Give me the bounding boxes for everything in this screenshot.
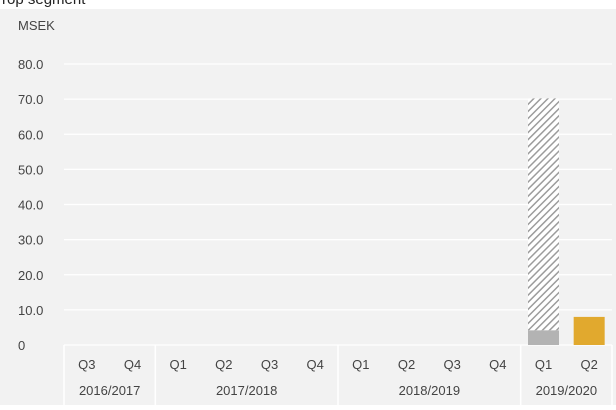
bar — [528, 98, 559, 331]
y-tick-label: 50.0 — [18, 162, 43, 177]
x-tick-label: Q3 — [78, 357, 95, 372]
y-tick-label: 30.0 — [18, 233, 43, 248]
y-tick-label: 0 — [18, 338, 25, 353]
segment-title-fragment: rop segment — [2, 0, 85, 8]
x-tick-label: Q2 — [580, 357, 597, 372]
chart-panel: MSEK 80.0 70.0 60.0 50.0 40.0 30.0 20.0 10.0 0 Q… — [0, 9, 616, 405]
bar-chart: MSEK 80.0 70.0 60.0 50.0 40.0 30.0 20.0 10.0 0 Q… — [18, 18, 613, 405]
top-cut-text: rop segment — [0, 0, 616, 9]
y-axis-ticks: 80.0 70.0 60.0 50.0 40.0 30.0 20.0 10.0 0 — [18, 57, 43, 353]
x-tick-label: Q1 — [352, 357, 369, 372]
x-tick-label: Q4 — [306, 357, 323, 372]
y-tick-label: 10.0 — [18, 303, 43, 318]
x-tick-label: Q4 — [124, 357, 141, 372]
x-tick-label: Q3 — [443, 357, 460, 372]
x-tick-label: Q2 — [215, 357, 232, 372]
x-tick-label: Q1 — [169, 357, 186, 372]
year-group-label: 2018/2019 — [399, 383, 460, 398]
y-tick-label: 70.0 — [18, 92, 43, 107]
year-group-label: 2017/2018 — [216, 383, 277, 398]
x-tick-label: Q4 — [489, 357, 506, 372]
year-group-label: 2019/2020 — [536, 383, 597, 398]
y-tick-label: 80.0 — [18, 57, 43, 72]
y-tick-label: 40.0 — [18, 198, 43, 213]
y-tick-label: 20.0 — [18, 268, 43, 283]
year-group-label: 2016/2017 — [79, 383, 140, 398]
bar — [528, 330, 559, 345]
x-tick-label: Q1 — [535, 357, 552, 372]
unit-label: MSEK — [18, 18, 55, 33]
x-tick-label: Q2 — [398, 357, 415, 372]
bars — [528, 98, 605, 345]
y-tick-label: 60.0 — [18, 127, 43, 142]
bar — [573, 316, 605, 345]
x-tick-label: Q3 — [261, 357, 278, 372]
x-axis: Q3 Q4 Q1 Q2 Q3 Q4 Q1 Q2 Q3 Q4 Q1 Q2 2016/2017 2017/20… — [63, 345, 613, 405]
